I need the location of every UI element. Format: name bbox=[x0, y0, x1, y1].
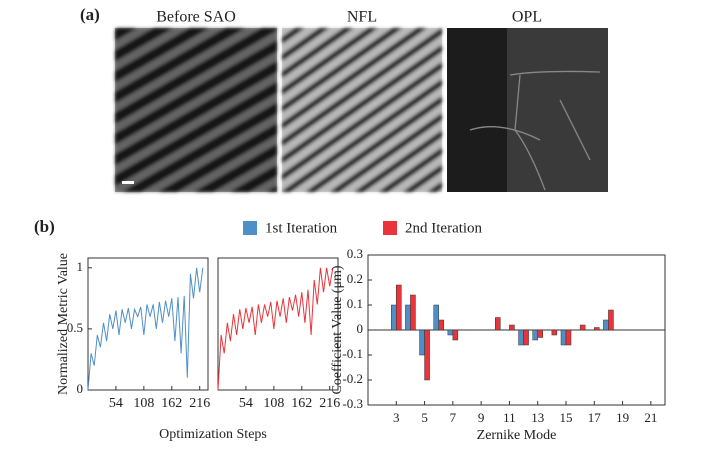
x-tick-label: 21 bbox=[644, 410, 657, 425]
y-tick-label: 0.2 bbox=[347, 271, 363, 286]
y-axis-label: Normalized Metric Value bbox=[56, 253, 71, 395]
bar bbox=[452, 329, 459, 341]
panel-label: (b) bbox=[34, 217, 55, 236]
bar bbox=[405, 304, 411, 331]
bar bbox=[424, 329, 430, 381]
x-tick-label: 162 bbox=[161, 396, 182, 411]
bar bbox=[447, 329, 454, 336]
image-title: NFL bbox=[347, 9, 377, 26]
panel-label: (a) bbox=[80, 5, 100, 24]
x-tick-label: 13 bbox=[531, 410, 544, 425]
plot-frame bbox=[87, 257, 209, 391]
x-tick-label: 9 bbox=[478, 410, 485, 425]
y-tick-label: 0 bbox=[77, 381, 84, 396]
bar bbox=[551, 329, 558, 336]
y-tick-label: -0.1 bbox=[342, 346, 363, 361]
bar bbox=[433, 304, 439, 331]
bar bbox=[523, 329, 529, 346]
y-axis-label: Coefficient Value (μm) bbox=[330, 265, 345, 394]
bar bbox=[608, 309, 614, 331]
bar bbox=[391, 304, 397, 331]
plot-frame bbox=[217, 257, 339, 391]
y-tick-label: 0.3 bbox=[347, 246, 363, 261]
bar bbox=[603, 319, 609, 331]
y-tick-label: -0.2 bbox=[342, 371, 363, 386]
x-tick-label: 5 bbox=[421, 410, 428, 425]
image-nfl bbox=[282, 28, 442, 192]
x-tick-label: 7 bbox=[450, 410, 457, 425]
image-title: OPL bbox=[512, 9, 542, 26]
y-tick-label: 0.5 bbox=[67, 320, 83, 335]
x-tick-label: 54 bbox=[109, 396, 123, 411]
bar bbox=[495, 317, 501, 331]
metric-line bbox=[87, 267, 204, 391]
x-tick-label: 11 bbox=[503, 410, 516, 425]
bar bbox=[560, 329, 567, 346]
x-tick-label: 54 bbox=[239, 396, 253, 411]
bar bbox=[419, 329, 425, 356]
legend-label: 1st Iteration bbox=[265, 220, 338, 236]
x-tick-label: 108 bbox=[263, 396, 284, 411]
bar bbox=[579, 324, 586, 331]
x-tick-label: 108 bbox=[133, 396, 154, 411]
bar bbox=[565, 329, 572, 346]
x-tick-label: 216 bbox=[189, 396, 210, 411]
image-opl bbox=[447, 28, 608, 192]
x-tick-label: 162 bbox=[291, 396, 312, 411]
x-tick-label: 19 bbox=[616, 410, 629, 425]
x-tick-label: 3 bbox=[393, 410, 400, 425]
image-before bbox=[115, 28, 277, 192]
x-tick-label: 17 bbox=[588, 410, 602, 425]
bar bbox=[438, 319, 444, 331]
bar bbox=[396, 284, 402, 331]
x-axis-label: Zernike Mode bbox=[477, 428, 557, 443]
bar bbox=[509, 324, 515, 331]
legend-swatch bbox=[243, 221, 257, 235]
x-tick-label: 15 bbox=[560, 410, 573, 425]
bar bbox=[518, 329, 524, 346]
y-tick-label: 1 bbox=[77, 259, 84, 274]
y-tick-label: 0 bbox=[357, 321, 364, 336]
bar bbox=[537, 329, 543, 338]
metric-line bbox=[217, 267, 334, 391]
bar bbox=[532, 329, 538, 341]
y-tick-label: 0.1 bbox=[347, 296, 363, 311]
bar bbox=[594, 327, 600, 331]
legend-swatch bbox=[383, 221, 397, 235]
x-tick-label: 216 bbox=[319, 396, 340, 411]
bar bbox=[410, 294, 416, 331]
image-title: Before SAO bbox=[156, 9, 236, 26]
legend-label: 2nd Iteration bbox=[405, 220, 483, 236]
y-tick-label: -0.3 bbox=[342, 396, 363, 411]
x-axis-label: Optimization Steps bbox=[159, 427, 267, 442]
